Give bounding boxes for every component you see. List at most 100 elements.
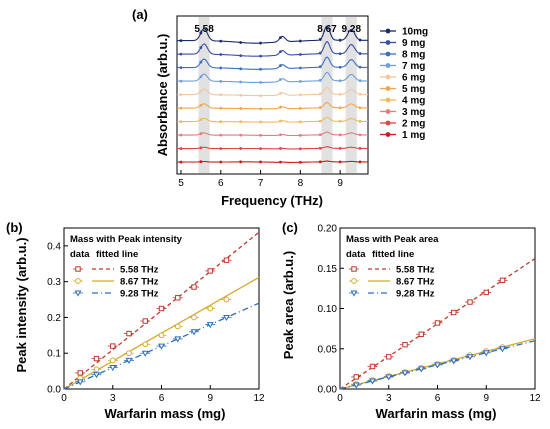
spectrum-marker (179, 106, 183, 110)
c-data-point (499, 346, 506, 353)
spectrum-marker (338, 79, 342, 83)
spectrum-marker (358, 52, 362, 55)
spectrum-marker (338, 160, 342, 164)
panel-c-label: (c) (282, 220, 298, 235)
spectrum-marker (199, 103, 203, 107)
c-legend-label: 9.28 THz (396, 289, 435, 300)
spectrum-marker (199, 75, 203, 79)
b-data-point (191, 284, 197, 290)
legend-marker-5mg (385, 86, 391, 91)
highlight-band-5.58 (198, 17, 210, 173)
spectrum-line-8mg (176, 56, 368, 70)
legend-marker-7mg (385, 63, 391, 68)
b-data-point (93, 372, 100, 379)
legend-label-4mg: 4 mg (402, 96, 425, 107)
spectrum-marker (358, 133, 362, 137)
panel-b-label: (b) (6, 220, 23, 235)
spectrum-marker (318, 146, 322, 150)
spectrum-marker (219, 79, 223, 83)
c-xtick-label: 9 (483, 393, 489, 404)
c-data-point (385, 374, 393, 381)
spectrum-marker (338, 133, 342, 137)
spectrum-marker (279, 50, 282, 54)
c-title: Mass with Peak area (346, 234, 439, 245)
c-data-point (352, 382, 360, 389)
spectrum-marker (179, 120, 183, 123)
spectrum-marker (298, 53, 302, 56)
c-data-point (434, 320, 441, 326)
a-xtick-label: 5 (178, 178, 184, 189)
legend-marker-2mg (385, 120, 391, 126)
spectrum-marker (179, 160, 183, 164)
spectrum-marker (239, 107, 243, 110)
panel-c-xlabel: Warfarin mass (mg) (376, 406, 497, 421)
spectrum-marker (239, 133, 243, 137)
spectrum-line-7mg (176, 71, 369, 83)
b-xtick-label: 9 (207, 393, 213, 404)
spectrum-line-10mg (177, 25, 368, 44)
c-data-point (482, 350, 490, 357)
spectrum-marker (298, 106, 302, 110)
b-ytick-label: 0.1 (47, 349, 61, 360)
spectrum-marker (318, 106, 322, 109)
b-data-point (158, 332, 165, 339)
panel-a-ylabel: Absorbance (arb.u.) (155, 34, 170, 157)
spectrum-marker (259, 107, 262, 111)
c-data-point (466, 354, 474, 361)
spectrum-marker (239, 80, 243, 84)
spectrum-marker (318, 160, 322, 164)
spectrum-marker (219, 53, 223, 56)
b-xtick-label: 12 (253, 393, 265, 404)
spectrum-line-1mg (177, 160, 368, 163)
spectrum-marker (219, 133, 223, 137)
c-data-point (418, 331, 424, 337)
spectrum-marker (279, 160, 282, 164)
spectrum-marker (179, 147, 183, 150)
spectrum-marker (298, 93, 302, 97)
b-title: Mass with Peak intensity (70, 234, 183, 245)
b-legend-marker (75, 266, 81, 272)
panel-c-ylabel: Peak area (arb.u.) (281, 251, 296, 359)
c-legend-fit-header: fitted line (372, 249, 414, 260)
spectrum-marker (219, 66, 223, 70)
legend-marker-10mg (385, 28, 391, 34)
b-legend-marker (75, 278, 81, 284)
spectrum-marker (219, 93, 223, 97)
spectrum-marker (239, 54, 243, 58)
c-data-point (386, 354, 392, 360)
spectrum-marker (298, 39, 302, 43)
spectrum-marker (259, 147, 262, 151)
spectrum-marker (219, 106, 223, 110)
spectrum-marker (338, 52, 342, 56)
b-legend-label: 9.28 THz (120, 289, 159, 300)
spectrum-marker (179, 52, 183, 56)
spectrum-marker (199, 31, 203, 35)
b-xtick-label: 0 (61, 393, 67, 404)
b-data-point (223, 296, 230, 303)
spectrum-marker (298, 66, 302, 70)
c-data-point (451, 309, 457, 316)
spectrum-marker (199, 118, 203, 121)
spectrum-marker (279, 64, 282, 67)
spectrum-line-3mg (177, 131, 368, 137)
b-ytick-label: 0.3 (47, 277, 61, 288)
panel-b: (b) 0 3 6 9 12 0.0 0.1 0.2 0.3 0.4 Mass with Peak … (6, 220, 265, 421)
b-data-point (207, 305, 214, 312)
c-legend-marker (351, 278, 357, 284)
b-xtick-label: 6 (159, 393, 165, 404)
spectrum-marker (358, 92, 362, 96)
spectrum-marker (298, 80, 302, 83)
c-legend-data-header: data (346, 249, 366, 260)
panel-c: (c) 0 3 6 9 12 0.00 0.05 0.10 0.15 0.20 Mass with … (281, 220, 541, 421)
b-legend-label: 8.67 THz (120, 277, 159, 288)
spectrum-marker (358, 160, 362, 164)
c-ytick-label: 0.05 (318, 344, 338, 355)
b-ytick-label: 0.2 (47, 313, 61, 324)
spectrum-marker (219, 147, 223, 150)
highlight-band-8.67 (321, 17, 333, 173)
spectrum-marker (338, 106, 342, 110)
spectrum-line-6mg (177, 87, 368, 97)
legend-label-3mg: 3 mg (402, 107, 425, 118)
spectrum-marker (259, 133, 262, 137)
